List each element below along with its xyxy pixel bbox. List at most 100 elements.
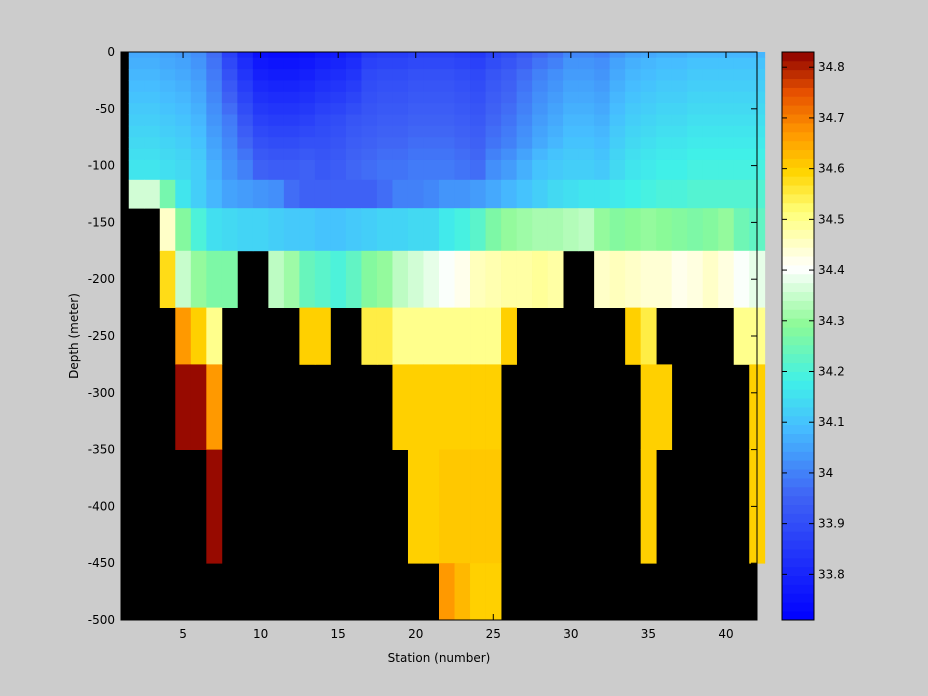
heatmap-cell (594, 91, 611, 104)
heatmap-cell (159, 179, 176, 209)
heatmap-cell (501, 91, 517, 104)
heatmap-cell (268, 250, 285, 308)
heatmap-cell (578, 148, 595, 161)
heatmap-cell (656, 250, 673, 308)
heatmap-cell (609, 52, 626, 59)
heatmap-cell (206, 364, 223, 450)
heatmap-cell (252, 208, 269, 252)
heatmap-cell (206, 69, 223, 81)
heatmap-cell (392, 307, 409, 365)
heatmap-cell (330, 91, 347, 104)
heatmap-cell (128, 103, 145, 115)
colorbar-band (782, 611, 814, 621)
colorbar-band (782, 229, 814, 239)
heatmap-cell (454, 103, 471, 115)
heatmap-cell (485, 364, 502, 450)
heatmap-cell (594, 208, 611, 252)
heatmap-cell (563, 208, 580, 252)
heatmap-cell (439, 159, 455, 181)
heatmap-cell (392, 52, 409, 59)
heatmap-cell (206, 449, 223, 564)
heatmap-cell (190, 179, 207, 209)
heatmap-cell (345, 114, 362, 127)
heatmap-cell (439, 137, 455, 149)
heatmap-cell (640, 159, 657, 181)
heatmap-cell (625, 80, 642, 93)
heatmap-cell (470, 114, 486, 127)
heatmap-cell (454, 307, 471, 365)
heatmap-cell (206, 57, 223, 70)
heatmap-cell (423, 148, 440, 161)
heatmap-cell (175, 125, 192, 138)
heatmap-cell (625, 250, 642, 308)
heatmap-cell (594, 52, 611, 59)
heatmap-cell (314, 179, 331, 209)
colorbar-tick-label: 34 (818, 466, 833, 480)
heatmap-cell (578, 208, 595, 252)
heatmap-cell (687, 103, 704, 115)
heatmap-cell (361, 179, 378, 209)
heatmap-cell (376, 137, 393, 149)
heatmap-cell (640, 69, 657, 81)
heatmap-cell (702, 80, 719, 93)
heatmap-cell (299, 57, 316, 70)
heatmap-cell (221, 148, 238, 161)
heatmap-cell (159, 208, 176, 252)
heatmap-cell (159, 52, 176, 59)
heatmap-cell (159, 148, 176, 161)
heatmap-cell (175, 179, 192, 209)
colorbar-ticks: 33.8 33.9 34 34.1 34.2 34.3 34.4 34.5 34.6 34.7 34… (782, 60, 845, 581)
heatmap-cell (407, 250, 424, 308)
colorbar-band (782, 96, 814, 106)
colorbar-band (782, 318, 814, 328)
heatmap-cell (268, 208, 285, 252)
heatmap-cell (485, 208, 502, 252)
heatmap-cell (609, 80, 626, 93)
heatmap-cell (407, 449, 424, 564)
heatmap-cell (221, 69, 238, 81)
heatmap-cell (423, 52, 440, 59)
heatmap-cell (609, 114, 626, 127)
heatmap-cell (423, 125, 440, 138)
heatmap-cell (532, 250, 548, 308)
heatmap-cell (702, 208, 719, 252)
heatmap-cell (407, 114, 424, 127)
heatmap-cell (640, 208, 657, 252)
heatmap-cell (563, 125, 580, 138)
heatmap-cell (733, 307, 750, 365)
heatmap-cell (252, 91, 269, 104)
heatmap-cell (516, 159, 533, 181)
heatmap-cell (407, 57, 424, 70)
heatmap-cell (470, 103, 486, 115)
heatmap-cell (361, 91, 378, 104)
heatmap-cell (376, 69, 393, 81)
y-tick-label: -300 (88, 386, 115, 400)
heatmap-cell (268, 80, 285, 93)
heatmap-cell (159, 103, 176, 115)
heatmap-cell (128, 69, 145, 81)
heatmap-cell (578, 159, 595, 181)
heatmap-cell (221, 137, 238, 149)
colorbar-band (782, 256, 814, 266)
heatmap-cell (609, 179, 626, 209)
colorbar-tick-label: 33.9 (818, 517, 845, 531)
heatmap-cell (532, 159, 548, 181)
heatmap-cell (687, 69, 704, 81)
heatmap-cell (656, 114, 673, 127)
heatmap-cell (252, 159, 269, 181)
heatmap-cell (454, 148, 471, 161)
heatmap-cell (361, 52, 378, 59)
heatmap-cell (392, 57, 409, 70)
heatmap-cell (330, 69, 347, 81)
colorbar-band (782, 87, 814, 97)
heatmap-cell (423, 307, 440, 365)
heatmap-cell (733, 208, 750, 252)
heatmap-cell (733, 148, 750, 161)
heatmap-cell (144, 80, 161, 93)
heatmap-cell (609, 57, 626, 70)
heatmap-cell (594, 57, 611, 70)
heatmap-cell (454, 208, 471, 252)
heatmap-cell (144, 69, 161, 81)
heatmap-cell (237, 137, 254, 149)
heatmap-cell (376, 80, 393, 93)
